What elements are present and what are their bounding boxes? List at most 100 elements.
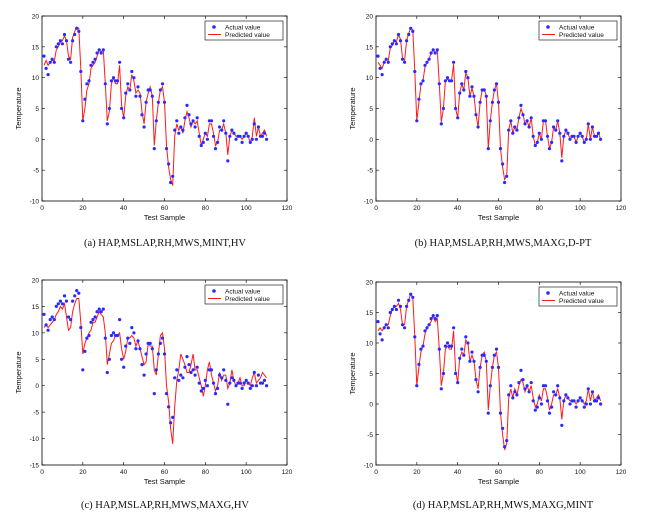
x-tick-label: 120: [282, 469, 293, 476]
actual-data-point: [501, 426, 505, 430]
actual-data-point: [115, 333, 120, 338]
actual-data-point: [120, 106, 124, 111]
actual-data-point: [224, 131, 228, 135]
actual-data-point: [244, 378, 248, 382]
actual-data-point: [164, 392, 169, 396]
actual-data-point: [142, 373, 146, 377]
x-tick-label: 80: [536, 205, 544, 212]
actual-data-point: [521, 113, 525, 117]
actual-data-point: [454, 106, 458, 111]
actual-data-point: [73, 294, 77, 298]
actual-data-point: [99, 51, 103, 55]
actual-data-point: [498, 147, 503, 151]
actual-data-point: [527, 390, 531, 394]
actual-data-point: [507, 128, 511, 132]
y-tick-label: -15: [30, 463, 40, 470]
actual-data-point: [162, 352, 167, 356]
actual-data-point: [486, 147, 490, 151]
actual-data-point: [226, 402, 230, 406]
actual-data-point: [71, 299, 75, 303]
actual-data-point: [545, 134, 550, 138]
actual-data-point: [185, 355, 189, 359]
actual-data-point: [496, 365, 501, 369]
actual-data-point: [97, 48, 101, 52]
actual-data-point: [126, 82, 130, 86]
actual-data-point: [562, 134, 566, 138]
actual-data-point: [252, 370, 256, 375]
actual-data-point: [201, 140, 205, 144]
actual-data-point: [396, 298, 401, 302]
actual-data-point: [405, 39, 409, 43]
actual-data-point: [91, 60, 95, 64]
actual-data-point: [203, 378, 207, 382]
actual-data-point: [56, 42, 60, 46]
y-tick-label: 15: [32, 44, 40, 51]
x-tick-label: 40: [120, 469, 128, 476]
actual-data-point: [240, 386, 244, 390]
actual-data-point: [423, 329, 427, 333]
actual-data-point: [580, 134, 584, 138]
actual-data-point: [425, 326, 429, 330]
actual-data-point: [265, 137, 269, 141]
actual-data-point: [77, 291, 81, 295]
actual-data-point: [48, 318, 52, 322]
actual-data-point: [107, 106, 111, 111]
actual-data-point: [398, 39, 403, 43]
actual-data-point: [222, 368, 226, 372]
predicted-series-line: [43, 26, 268, 186]
actual-data-point: [470, 85, 474, 89]
actual-data-point: [254, 137, 258, 141]
actual-data-point: [256, 125, 260, 129]
actual-data-point: [89, 63, 93, 67]
actual-data-point: [552, 390, 556, 394]
x-tick-label: 80: [536, 469, 544, 476]
actual-data-point: [179, 373, 183, 377]
actual-data-point: [205, 137, 209, 141]
actual-data-point: [213, 392, 218, 396]
actual-data-point: [156, 352, 160, 356]
actual-data-point: [167, 405, 171, 409]
x-tick-label: 20: [413, 205, 421, 212]
actual-data-point: [130, 69, 134, 74]
actual-data-point: [160, 336, 165, 340]
actual-data-point: [523, 122, 527, 126]
x-tick-label: 0: [374, 469, 378, 476]
actual-data-point: [547, 147, 552, 151]
actual-data-point: [505, 439, 509, 443]
actual-data-point: [535, 405, 539, 409]
legend-actual-marker: [546, 25, 550, 29]
actual-data-point: [529, 381, 533, 385]
actual-data-point: [183, 365, 187, 369]
actual-data-point: [415, 119, 419, 123]
actual-data-point: [199, 143, 203, 148]
actual-data-point: [527, 125, 531, 129]
actual-data-point: [445, 76, 450, 80]
actual-data-point: [197, 134, 201, 138]
actual-data-point: [169, 180, 173, 185]
predicted-series-line: [377, 293, 602, 450]
actual-data-point: [122, 116, 126, 120]
actual-data-point: [201, 386, 205, 390]
actual-data-point: [234, 384, 238, 388]
actual-data-point: [588, 402, 593, 406]
actual-data-point: [124, 344, 128, 348]
y-tick-label: 20: [366, 280, 374, 287]
actual-data-point: [171, 174, 175, 178]
actual-data-point: [199, 389, 203, 393]
actual-data-point: [232, 378, 236, 382]
x-tick-label: 40: [454, 205, 462, 212]
actual-data-point: [596, 396, 601, 400]
x-axis-label: Test Sample: [144, 213, 185, 222]
actual-data-point: [122, 365, 126, 369]
actual-data-point: [54, 45, 58, 49]
y-tick-label: -10: [30, 199, 40, 206]
actual-data-point: [441, 371, 445, 376]
actual-data-point: [154, 119, 158, 123]
actual-data-point: [390, 307, 394, 312]
actual-data-point: [105, 122, 109, 126]
actual-data-point: [107, 357, 111, 361]
actual-data-point: [464, 69, 468, 74]
actual-data-point: [547, 411, 552, 415]
actual-data-point: [429, 317, 433, 321]
